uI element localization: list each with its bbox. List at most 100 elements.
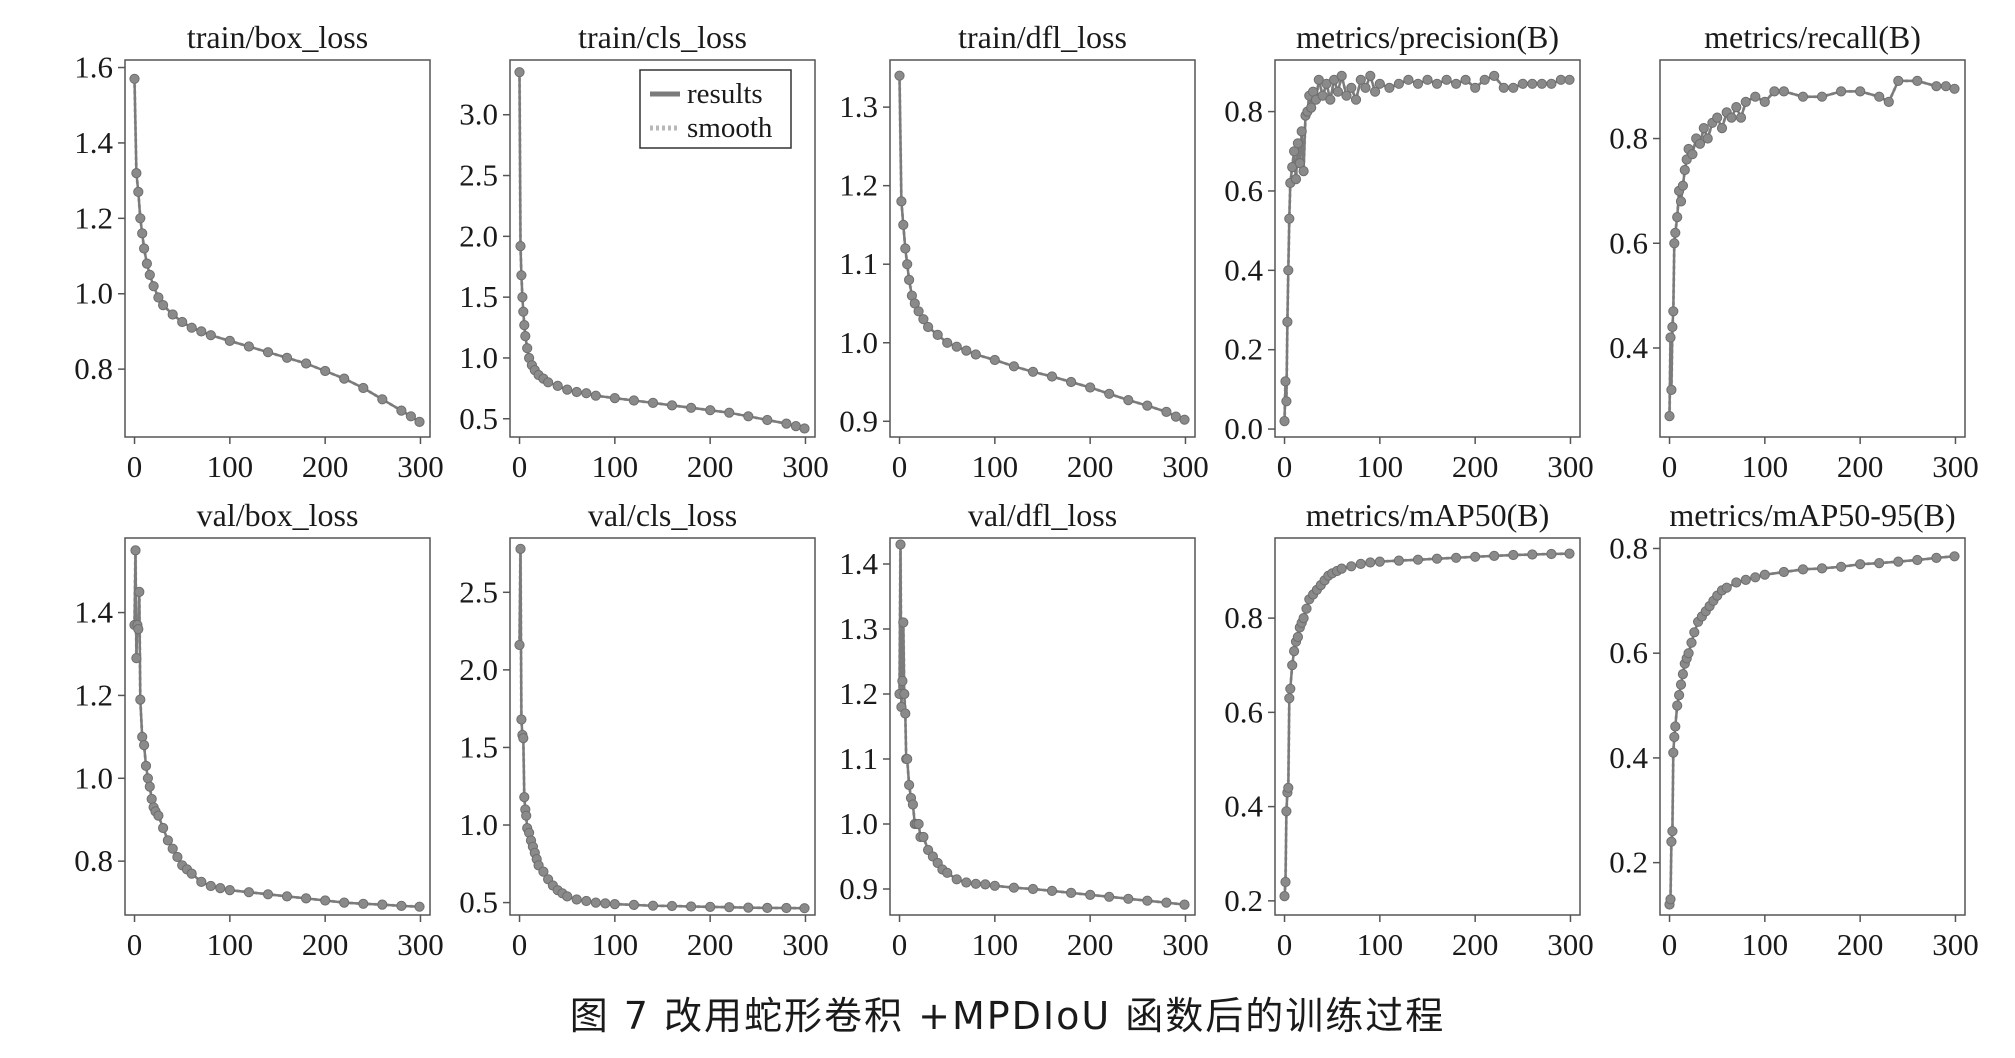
data-point bbox=[1949, 551, 1960, 562]
data-point bbox=[1123, 893, 1134, 904]
data-point bbox=[130, 545, 141, 556]
data-point bbox=[141, 258, 152, 269]
y-tick-label: 1.2 bbox=[839, 168, 878, 203]
y-tick-label: 2.0 bbox=[459, 218, 498, 253]
data-point bbox=[1546, 78, 1557, 89]
data-point bbox=[1686, 637, 1697, 648]
data-point bbox=[1931, 81, 1942, 92]
data-point bbox=[951, 874, 962, 885]
x-tick-label: 200 bbox=[1067, 927, 1114, 962]
data-point bbox=[762, 902, 773, 914]
data-point bbox=[1393, 555, 1405, 566]
data-point bbox=[628, 395, 640, 406]
data-point bbox=[134, 586, 145, 598]
chart-val-dfl-loss: val/dfl_loss 0 100 200 300 0.9 1.0 1.1 1.2 1.3 1.4 bbox=[839, 497, 1208, 962]
data-point bbox=[1341, 90, 1352, 101]
data-point bbox=[1667, 826, 1678, 837]
data-point bbox=[262, 889, 274, 900]
data-point bbox=[1750, 91, 1761, 102]
data-point bbox=[158, 822, 169, 834]
data-point bbox=[1731, 102, 1742, 113]
data-point bbox=[1283, 782, 1294, 793]
data-point bbox=[1008, 361, 1020, 372]
y-tick-label: 0.8 bbox=[74, 843, 113, 878]
plot-frame bbox=[1659, 59, 1966, 438]
data-point bbox=[1306, 102, 1317, 113]
data-point bbox=[1292, 138, 1304, 149]
data-point bbox=[414, 901, 425, 912]
data-point bbox=[1289, 646, 1300, 657]
y-tick-label: 1.4 bbox=[839, 546, 878, 581]
data-point bbox=[1284, 213, 1295, 224]
data-point bbox=[1874, 91, 1885, 102]
x-tick-label: 100 bbox=[1742, 449, 1789, 484]
data-point bbox=[1370, 86, 1381, 97]
x-tick-label: 100 bbox=[1357, 449, 1404, 484]
chart-train-dfl-loss: train/dfl_loss 0 100 200 300 0.9 1.0 1.1 1.2 1.3 bbox=[839, 19, 1208, 484]
data-point bbox=[1668, 747, 1679, 758]
data-point bbox=[205, 880, 216, 892]
data-point bbox=[1451, 552, 1462, 563]
y-tick-label: 1.0 bbox=[459, 807, 498, 842]
data-point bbox=[790, 421, 802, 432]
data-point bbox=[1735, 112, 1747, 123]
data-point bbox=[980, 879, 991, 890]
data-point bbox=[1665, 332, 1676, 343]
chart-title: metrics/precision(B) bbox=[1296, 19, 1559, 55]
x-tick-label: 100 bbox=[972, 927, 1019, 962]
data-point bbox=[1508, 82, 1519, 93]
data-point bbox=[705, 901, 716, 913]
data-point bbox=[1759, 569, 1770, 580]
data-point bbox=[1365, 70, 1376, 82]
x-tick-label: 200 bbox=[302, 927, 349, 962]
data-point bbox=[1325, 94, 1336, 105]
y-tick-label: 0.8 bbox=[1609, 530, 1648, 565]
data-point bbox=[562, 384, 573, 395]
data-point bbox=[1332, 86, 1344, 97]
data-point bbox=[139, 740, 150, 751]
data-point bbox=[900, 243, 911, 254]
chart-title: val/dfl_loss bbox=[968, 497, 1117, 533]
data-point bbox=[1912, 554, 1923, 566]
data-point bbox=[518, 306, 529, 317]
data-point bbox=[1855, 86, 1866, 97]
x-tick-label: 0 bbox=[1662, 927, 1678, 962]
data-point bbox=[1797, 91, 1809, 102]
data-point bbox=[1066, 887, 1077, 899]
smooth-line bbox=[133, 78, 421, 424]
data-point bbox=[1949, 83, 1960, 94]
data-point bbox=[243, 341, 254, 352]
data-point bbox=[902, 259, 913, 270]
chart-title: metrics/recall(B) bbox=[1704, 19, 1921, 55]
x-tick-label: 200 bbox=[1067, 449, 1114, 484]
y-tick-label: 0.9 bbox=[839, 871, 878, 906]
data-point bbox=[666, 900, 678, 912]
data-point bbox=[970, 878, 981, 889]
y-tick-label: 3.0 bbox=[459, 97, 498, 132]
data-point bbox=[918, 831, 929, 843]
data-point bbox=[781, 902, 792, 914]
x-tick-label: 300 bbox=[397, 449, 444, 484]
data-point bbox=[1374, 78, 1385, 89]
data-point bbox=[1292, 631, 1304, 643]
data-point bbox=[142, 773, 153, 784]
x-tick-label: 0 bbox=[1277, 449, 1293, 484]
chart-val-box-loss: val/box_loss 0 100 200 300 0.8 1.0 1.2 1.4 bbox=[74, 497, 443, 962]
data-point bbox=[590, 390, 601, 401]
y-tick-label: 0.6 bbox=[1609, 635, 1648, 670]
data-point bbox=[1470, 551, 1481, 562]
data-point bbox=[902, 753, 913, 765]
y-tick-label: 1.3 bbox=[839, 89, 878, 124]
y-tick-label: 0.5 bbox=[459, 885, 498, 920]
data-point bbox=[1441, 74, 1452, 85]
data-point bbox=[519, 320, 530, 331]
data-point bbox=[913, 818, 924, 830]
data-point bbox=[1546, 548, 1557, 560]
data-point bbox=[1669, 238, 1680, 249]
data-point bbox=[137, 731, 148, 743]
data-point bbox=[148, 281, 159, 292]
data-point bbox=[571, 894, 582, 905]
data-point bbox=[144, 781, 155, 792]
